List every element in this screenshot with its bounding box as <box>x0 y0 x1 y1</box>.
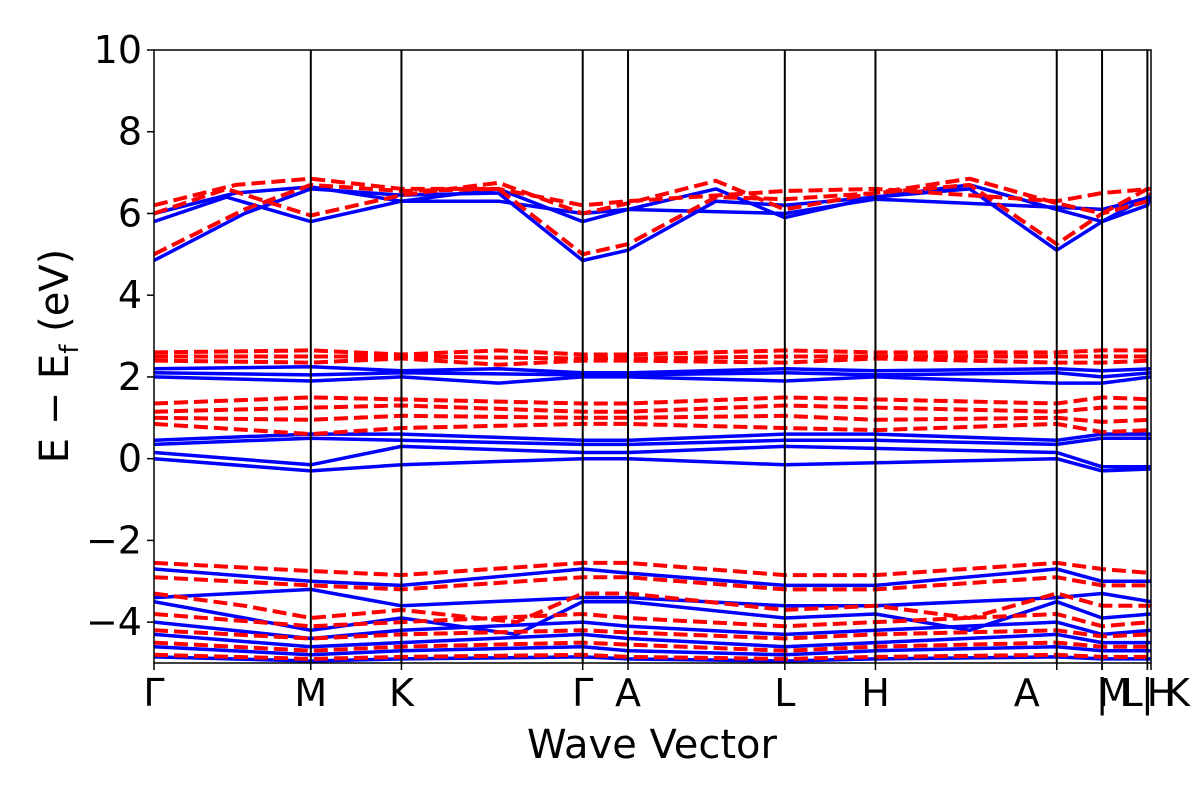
y-tick-label: 0 <box>118 437 142 481</box>
spin-up-band-10 <box>154 567 1151 588</box>
x-tick-label: L <box>1122 671 1143 715</box>
spin-down-band-2 <box>154 176 1151 208</box>
plot-frame <box>153 49 1152 664</box>
x-tick-label: | <box>1141 671 1154 716</box>
bands-layer <box>154 176 1151 663</box>
spin-down-band-5 <box>154 354 1151 361</box>
y-axis-title-main: E − E <box>32 354 78 464</box>
y-tick-label: −2 <box>86 518 142 562</box>
x-tick-label: A <box>1014 671 1040 715</box>
spin-down-band-10 <box>154 560 1151 578</box>
spin-up-band-8 <box>154 444 1151 469</box>
y-tick-label: 6 <box>118 191 142 235</box>
spin-up-band-13 <box>154 620 1151 641</box>
y-axis-ticks: −4 −2 0 2 4 6 8 10 <box>86 28 154 644</box>
x-tick-label: M <box>294 671 327 715</box>
y-axis-title-subscript: f <box>55 344 85 354</box>
spin-down-band-8 <box>154 413 1151 424</box>
x-tick-label: A <box>615 671 641 715</box>
x-tick-label: Γ <box>572 671 593 715</box>
spin-down-band-7 <box>154 403 1151 414</box>
x-tick-label: K <box>1165 671 1191 715</box>
spin-up-band-5 <box>154 371 1151 379</box>
spin-down-band-6 <box>154 395 1151 406</box>
y-tick-label: 8 <box>118 110 142 154</box>
spin-down-band-15 <box>154 640 1151 653</box>
high-symmetry-lines <box>309 50 1149 663</box>
x-tick-label: K <box>389 671 415 715</box>
spin-up-band-2 <box>154 185 1151 216</box>
x-tick-label: Γ <box>143 671 164 715</box>
spin-down-band-11 <box>154 575 1151 592</box>
y-tick-label: 2 <box>118 355 142 399</box>
y-axis-title: E − Ef (eV) <box>32 249 85 464</box>
spin-down-band-9 <box>154 421 1151 437</box>
y-axis-title-tail: (eV) <box>32 249 78 345</box>
y-tick-label: −4 <box>86 600 142 644</box>
x-tick-label: H <box>1147 671 1176 715</box>
spin-down-band-14 <box>154 628 1151 641</box>
spin-up-band-16 <box>154 655 1151 663</box>
x-axis-title: Wave Vector <box>527 722 778 768</box>
x-tick-label: | <box>1096 671 1109 716</box>
spin-up-band-9 <box>154 456 1151 473</box>
x-tick-label: M <box>1098 671 1131 715</box>
spin-up-band-15 <box>154 644 1151 657</box>
spin-down-band-16 <box>154 652 1151 661</box>
x-tick-label: H <box>861 671 890 715</box>
spin-up-band-7 <box>154 436 1151 447</box>
y-tick-label: 4 <box>118 273 142 317</box>
spin-up-band-6 <box>154 432 1151 443</box>
x-tick-label: L <box>774 671 795 715</box>
x-axis-ticks: Γ M K Γ A L H A |ML| KH <box>143 663 1191 716</box>
spin-down-band-13 <box>154 612 1151 629</box>
y-tick-label: 10 <box>94 28 142 72</box>
spin-up-band-1 <box>154 183 1151 224</box>
spin-up-band-14 <box>154 632 1151 649</box>
spin-down-band-1 <box>154 176 1151 218</box>
